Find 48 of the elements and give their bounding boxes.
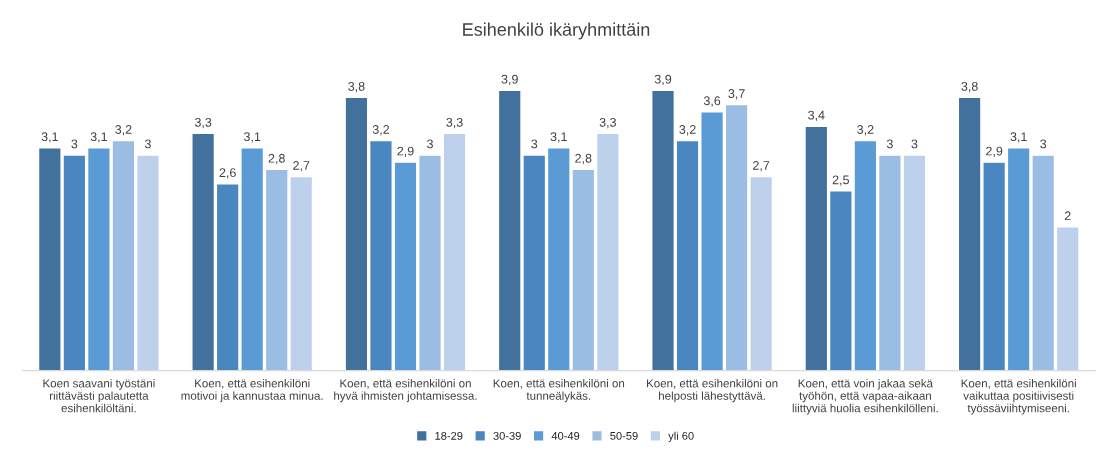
legend-label: 30-39 [493,431,521,440]
data-label: 3 [531,139,538,149]
data-label: 2,7 [753,161,770,172]
data-label: 2 [1064,211,1071,221]
legend-label: 50-59 [610,431,638,440]
data-label: 2,8 [575,153,592,165]
data-label: 3,1 [1010,132,1027,143]
data-label: 2,9 [397,146,414,157]
data-label: 3,7 [728,89,745,100]
data-label: 3 [911,139,918,149]
data-label: 2,9 [986,146,1003,157]
data-label: 3 [886,139,893,149]
data-label: 2,6 [219,168,236,179]
data-label: 2,8 [268,153,285,165]
x-tick-label: Koen, että esihenkilöni on hyvä ihmisten johtamisessa. [334,378,477,403]
x-tick-label: Koen, että esihenkilöni motivoi ja kannustaa minua. [181,378,323,403]
chart-title: Esihenkilö ikäryhmittäin [463,22,650,40]
legend-label: 18-29 [435,431,463,440]
data-label: 3,4 [808,110,825,122]
data-label: 3,8 [348,81,365,93]
data-label: 3,2 [115,125,132,136]
data-label: 3,6 [703,96,721,107]
data-label: 3,3 [194,117,212,129]
x-tick-label: Koen, että esihenkilöni on tunneälykäs. [493,378,625,403]
data-label: 3,8 [961,81,978,93]
data-label: 3,3 [446,117,463,129]
data-label: 3,9 [654,74,672,86]
data-label: 3,1 [90,132,107,143]
data-label: 3 [1040,139,1047,149]
data-label: 3,2 [857,125,874,136]
data-label: 3 [71,139,78,149]
x-tick-label: Koen, että esihenkilöni vaikuttaa positiivisesti työssäviihtymiseeni. [961,378,1076,415]
data-label: 3 [427,139,433,149]
data-label: 3,9 [501,74,518,86]
data-label: 3,1 [243,132,261,143]
data-label: 2,5 [832,175,850,186]
x-tick-label: Koen, että voin jakaa sekä työhön, että vapaa-aikaan liittyviä huolia esihenkilölleni. [792,378,938,415]
data-label: 3,2 [372,125,390,136]
data-label: 3,3 [599,117,616,129]
legend-label: 40-49 [551,431,580,440]
data-label: 3,1 [41,132,58,143]
x-tick-label: Koen saavani työstäni riittävästi palautetta esihenkilöltäni. [43,378,155,413]
data-label: 3,1 [550,132,567,143]
data-label: 3,2 [679,125,696,136]
data-label: 2,7 [293,161,310,172]
data-label: 3 [144,139,151,149]
x-tick-label: Koen, että esihenkilöni on helposti lähestyttävä. [647,378,778,403]
legend-label: yli 60 [668,431,694,442]
